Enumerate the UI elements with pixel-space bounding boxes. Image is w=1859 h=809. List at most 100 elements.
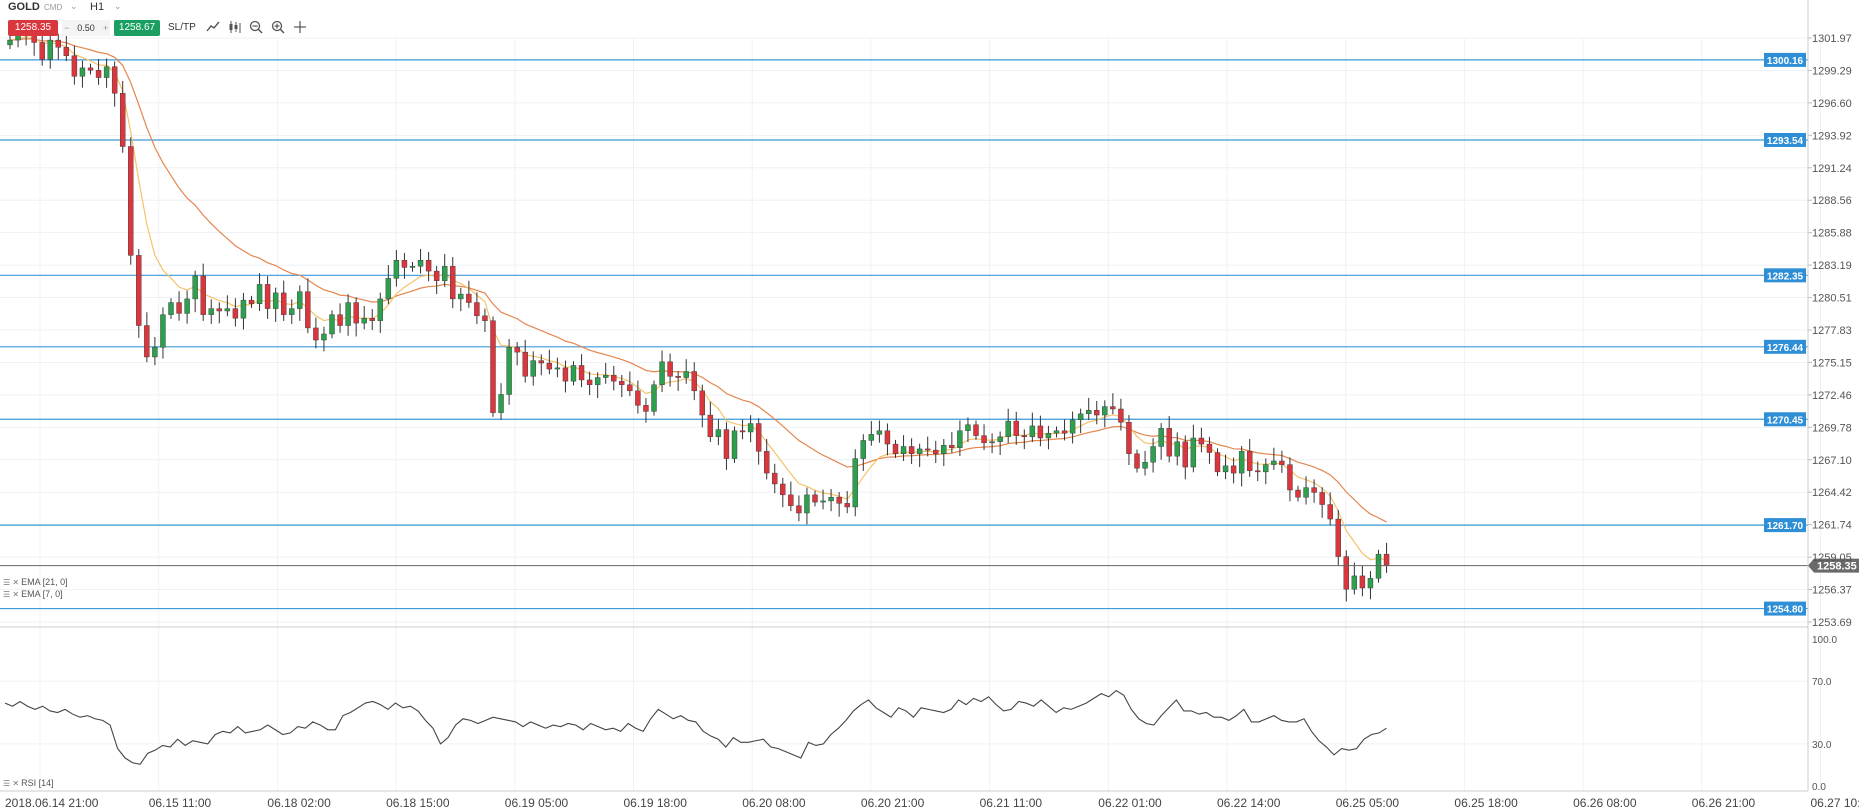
bullish-candle [530, 360, 536, 377]
bullish-candle [458, 293, 464, 300]
bearish-candle [1166, 428, 1172, 457]
rsi-tick-label: 100.0 [1812, 635, 1837, 646]
sell-button[interactable]: 1258.35 [8, 20, 58, 36]
bearish-candle [281, 292, 287, 315]
bearish-candle [780, 483, 786, 496]
bullish-candle [385, 278, 392, 300]
time-tick-label: 06.20 08:00 [742, 796, 806, 809]
bullish-candle [747, 423, 754, 433]
bullish-candle [377, 298, 383, 321]
bullish-candle [1367, 578, 1374, 589]
bearish-candle [1094, 409, 1100, 416]
current-price-label: 1258.35 [1817, 561, 1857, 573]
bearish-candle [586, 379, 593, 385]
bearish-candle [611, 374, 617, 382]
menu-icon[interactable]: ☰ ✕ [3, 578, 20, 587]
symbol-chevron-down-icon[interactable]: ⌄ [70, 1, 78, 11]
level-price-label: 1270.45 [1767, 415, 1804, 426]
bullish-candle [1271, 460, 1277, 465]
bearish-candle [643, 405, 649, 412]
bearish-candle [474, 302, 480, 317]
zoom-out-icon[interactable] [248, 20, 264, 36]
bullish-candle [554, 367, 561, 370]
bearish-candle [699, 390, 705, 416]
time-tick-label: 06.22 14:00 [1217, 796, 1281, 809]
ema-21-legend[interactable]: ☰ ✕ EMA [21, 0] [3, 577, 68, 588]
sl-tp-button[interactable]: SL/TP [168, 22, 196, 33]
bearish-candle [723, 429, 730, 459]
bearish-candle [119, 93, 126, 147]
bearish-candle [1182, 441, 1189, 468]
bearish-candle [305, 291, 311, 329]
bearish-candle [788, 494, 794, 506]
bearish-candle [908, 446, 915, 454]
menu-icon[interactable]: ☰ ✕ [3, 779, 20, 788]
bullish-candle [1303, 487, 1309, 498]
bullish-candle [224, 308, 231, 312]
bearish-candle [1295, 489, 1301, 498]
bullish-candle [1029, 425, 1036, 438]
bearish-candle [973, 424, 979, 436]
bullish-candle [1174, 441, 1180, 457]
level-price-label: 1276.44 [1767, 343, 1804, 354]
bullish-candle [594, 377, 601, 385]
candlestick-icon[interactable] [227, 20, 243, 36]
crosshair-icon[interactable] [292, 20, 308, 36]
ema-7-legend[interactable]: ☰ ✕ EMA [7, 0] [3, 589, 63, 600]
bearish-candle [128, 146, 134, 256]
bearish-candle [691, 371, 697, 392]
level-price-tag [1764, 518, 1806, 533]
line-chart-icon[interactable] [205, 20, 221, 36]
horizontal-lines-layer: 1300.16 1293.54 1282.35 1276.44 1270.45 1261.… [0, 52, 1808, 616]
zoom-in-icon[interactable] [270, 20, 286, 36]
bearish-candle [764, 451, 770, 474]
time-tick-label: 06.19 18:00 [624, 796, 688, 809]
bearish-candle [635, 390, 641, 406]
bearish-candle [433, 270, 440, 281]
chart-toolbar: GOLD CMD ⌄ H1 ⌄ 1258.35 0.50 − + 1258.67… [0, 0, 520, 40]
symbol-type: CMD [44, 3, 63, 12]
price-tick-label: 1261.74 [1812, 520, 1852, 532]
buy-button[interactable]: 1258.67 [114, 20, 160, 36]
time-tick-label: 06.27 10:00 [1811, 796, 1859, 809]
timeframe-selector[interactable]: H1 [90, 1, 105, 13]
price-tick-label: 1269.78 [1812, 422, 1852, 434]
bullish-candle [1150, 446, 1156, 463]
bearish-candle [87, 67, 94, 71]
level-price-label: 1254.80 [1767, 605, 1804, 616]
volume-input[interactable]: 0.50 [62, 20, 110, 36]
bearish-candle [490, 320, 496, 413]
bearish-candle [1230, 465, 1237, 474]
bullish-candle [828, 497, 834, 502]
price-tick-label: 1288.56 [1812, 195, 1852, 207]
menu-icon[interactable]: ☰ ✕ [3, 590, 20, 599]
volume-decrement-button[interactable]: − [64, 23, 70, 33]
time-tick-label: 06.21 11:00 [980, 796, 1043, 809]
ema-7-layer [9, 36, 1387, 561]
bearish-candle [1021, 435, 1027, 438]
bearish-candle [144, 325, 150, 358]
bearish-candle [1037, 425, 1044, 439]
price-tick-label: 1253.69 [1812, 617, 1852, 629]
bearish-candle [562, 367, 569, 382]
level-price-tag [1764, 601, 1806, 616]
rsi-legend[interactable]: ☰ ✕ RSI [14] [3, 778, 54, 789]
level-price-label: 1261.70 [1767, 521, 1804, 532]
bearish-candle [1110, 406, 1116, 410]
bearish-candle [1134, 453, 1140, 469]
price-tick-label: 1272.46 [1812, 390, 1852, 402]
bullish-candle [272, 292, 279, 309]
bullish-candle [1085, 409, 1092, 415]
timeframe-chevron-down-icon[interactable]: ⌄ [114, 1, 122, 11]
bearish-candle [1118, 408, 1124, 423]
bearish-candle [353, 302, 359, 324]
ema-7-label: EMA [7, 0] [21, 589, 63, 599]
time-tick-label: 06.19 05:00 [505, 796, 569, 809]
price-tick-label: 1277.83 [1812, 325, 1852, 337]
volume-increment-button[interactable]: + [103, 23, 109, 33]
bullish-candle [916, 448, 923, 454]
bearish-candle [1198, 437, 1205, 445]
symbol-name[interactable]: GOLD [8, 1, 40, 13]
bullish-candle [361, 318, 367, 324]
